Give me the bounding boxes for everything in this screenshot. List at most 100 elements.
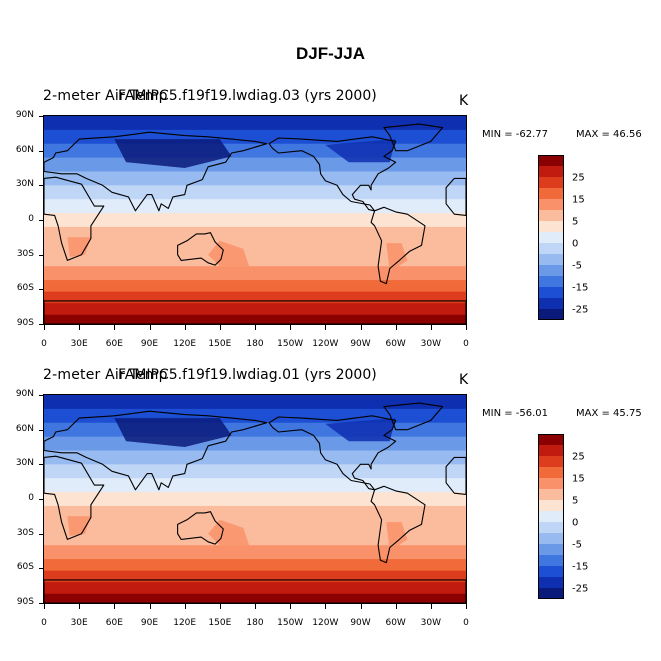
temperature-band [44, 570, 466, 583]
x-tick-label: 90E [140, 618, 159, 628]
y-tick [39, 150, 43, 152]
colorbar-label: -25 [572, 583, 589, 595]
colorbar-swatch [538, 287, 564, 298]
panel-title-case: FAMIPC5.f19f19.lwdiag.01 (yrs 2000) [118, 367, 377, 383]
colorbar-label: 0 [572, 238, 579, 250]
y-tick [39, 429, 43, 431]
chart-panel: 2-meter Air Temp FAMIPC5.f19f19.lwdiag.0… [0, 367, 661, 637]
temperature-band [44, 545, 466, 560]
x-tick-label: 150E [208, 339, 232, 349]
y-tick [39, 603, 43, 604]
x-tick [466, 604, 467, 609]
colorbar-label: 25 [572, 172, 585, 184]
y-tick [39, 533, 43, 535]
temperature-band [44, 464, 466, 479]
x-tick-label: 180 [246, 618, 264, 628]
temperature-band [44, 171, 466, 186]
x-tick [290, 604, 292, 609]
y-tick [39, 464, 43, 466]
x-tick-label: 150W [277, 618, 304, 628]
x-tick [44, 604, 45, 609]
colorbar-swatch [538, 210, 564, 221]
temperature-feature [114, 139, 232, 168]
colorbar-swatch [538, 309, 564, 320]
temperature-feature [67, 237, 91, 257]
colorbar-swatch [538, 445, 564, 456]
x-tick [219, 325, 221, 330]
x-tick-label: 120E [173, 618, 197, 628]
colorbar [538, 434, 564, 599]
temperature-band [44, 450, 466, 465]
x-tick-label: 180 [246, 339, 264, 349]
coastline [44, 131, 268, 212]
x-tick [184, 604, 186, 609]
x-tick [360, 325, 362, 330]
y-tick-label: 30S [16, 527, 34, 538]
map-plot [43, 394, 467, 604]
coastline [268, 136, 397, 212]
y-tick-label: 90S [16, 318, 34, 328]
colorbar-label: 15 [572, 473, 585, 485]
colorbar [538, 155, 564, 320]
temperature-band [44, 226, 466, 244]
y-tick-label: 0 [28, 493, 34, 503]
temperature-feature [208, 519, 250, 546]
x-tick-label: 0 [41, 339, 47, 349]
x-tick-label: 90E [140, 339, 159, 349]
panel-title-case: FAMIPC5.f19f19.lwdiag.03 (yrs 2000) [118, 88, 377, 104]
colorbar-label: -25 [572, 304, 589, 316]
x-tick [395, 325, 397, 330]
x-tick [219, 604, 221, 609]
coastline [44, 300, 466, 324]
x-tick-label: 150W [277, 339, 304, 349]
colorbar-swatch [538, 177, 564, 188]
x-tick [255, 325, 256, 330]
x-tick-label: 90W [350, 339, 371, 349]
x-tick-label: 30E [70, 618, 88, 628]
temperature-band [44, 395, 466, 410]
temperature-band [44, 522, 466, 546]
colorbar-swatch [538, 243, 564, 254]
colorbar-label: 5 [572, 495, 579, 507]
x-tick-label: 0 [463, 339, 469, 349]
temperature-feature [208, 240, 250, 267]
x-tick [325, 604, 327, 609]
coastline [445, 177, 466, 216]
min-label: MIN = -56.01 [482, 408, 549, 419]
temperature-band [44, 243, 466, 267]
y-tick [39, 499, 43, 500]
y-tick [39, 324, 43, 325]
temperature-band [44, 157, 466, 172]
colorbar-swatch [538, 155, 564, 166]
temperature-band [44, 199, 466, 214]
coastline [44, 176, 105, 261]
temperature-band [44, 593, 466, 603]
colorbar-label: -15 [572, 282, 589, 294]
y-tick-label: 60N [15, 144, 34, 155]
colorbar-swatch [538, 478, 564, 489]
temperature-band [44, 213, 466, 228]
temperature-band [44, 185, 466, 200]
x-tick [149, 604, 151, 609]
colorbar-swatch [538, 188, 564, 199]
y-tick-label: 90N [15, 110, 34, 120]
colorbar-swatch [538, 254, 564, 265]
x-tick-label: 0 [41, 618, 47, 628]
colorbar-swatch [538, 221, 564, 232]
y-tick [39, 254, 43, 256]
y-tick-label: 30S [16, 248, 34, 259]
x-tick [79, 325, 81, 330]
x-tick [79, 604, 81, 609]
x-tick-label: 120W [312, 339, 339, 349]
chart-panel: 2-meter Air Temp FAMIPC5.f19f19.lwdiag.0… [0, 88, 661, 358]
panel-title-variable: 2-meter Air Temp [43, 367, 168, 383]
coastline [383, 123, 444, 152]
x-tick [114, 325, 116, 330]
min-label: MIN = -62.77 [482, 129, 549, 140]
max-label: MAX = 45.75 [576, 408, 642, 419]
colorbar-swatch [538, 555, 564, 566]
colorbar-swatch [538, 522, 564, 533]
x-tick [325, 325, 327, 330]
y-tick [39, 289, 43, 291]
page-title: DJF-JJA [296, 44, 365, 63]
